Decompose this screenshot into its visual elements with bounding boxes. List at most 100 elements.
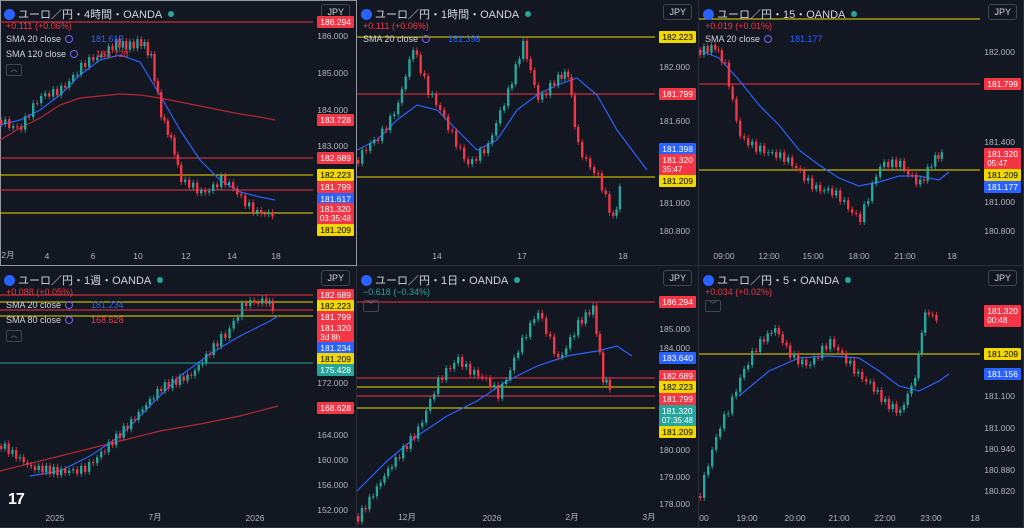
chart-title: ユーロ／円・15・OANDA [703, 6, 858, 22]
candle-body [747, 365, 750, 369]
candle-body [537, 312, 540, 320]
candle-body [926, 166, 929, 181]
candle-body [545, 93, 548, 96]
candle-body [377, 139, 380, 141]
candle-body [837, 347, 840, 351]
chart-panel-5m[interactable]: ユーロ／円・5・OANDA +0.034 (+0.02%) ﹀ JPY 181.… [699, 266, 1024, 528]
expand-legend-button[interactable]: ﹀ [363, 300, 379, 312]
candle-body [759, 339, 762, 352]
price-chart-15m[interactable] [699, 0, 1024, 266]
candle-body [891, 159, 894, 168]
expand-legend-button[interactable]: ﹀ [705, 300, 721, 312]
x-tick: 4 [44, 251, 50, 261]
candle-body [118, 433, 122, 438]
settings-icon[interactable] [65, 301, 74, 309]
sma20-legend[interactable]: SMA 20 close 181.234 [6, 300, 124, 310]
candle-body [829, 339, 832, 350]
settings-icon[interactable] [764, 35, 773, 43]
price-change: +0.088 (+0.05%) [6, 287, 74, 297]
price-axis[interactable]: 185.000 184.000 180.000 179.000 178.000 … [654, 266, 698, 527]
candle-body [743, 368, 746, 378]
candle-body [843, 200, 846, 202]
currency-button[interactable]: JPY [663, 4, 692, 20]
candle-body [357, 516, 360, 522]
candle-body [68, 81, 71, 88]
chart-panel-1h[interactable]: ユーロ／円・1時間・OANDA +0.111 (+0.06%) SMA 20 c… [357, 0, 699, 266]
candle-body [597, 173, 600, 175]
current-price-label: 181.320 00:48 [984, 305, 1021, 327]
candle-body [249, 300, 252, 306]
chart-panel-1w[interactable]: ユーロ／円・1週・OANDA +0.088 (+0.05%) SMA 20 cl… [0, 266, 357, 528]
candle-body [902, 404, 906, 410]
candle-body [853, 360, 856, 374]
candle-body [453, 363, 456, 369]
price-axis[interactable]: 182.000 181.400 181.000 180.800 181.799 … [979, 0, 1023, 265]
price-axis[interactable]: 186.000 185.000 184.000 183.000 186.294 … [312, 0, 356, 265]
currency-button[interactable]: JPY [988, 270, 1017, 286]
candle-body [36, 103, 39, 105]
currency-button[interactable]: JPY [663, 270, 692, 286]
price-chart-4h[interactable] [0, 0, 357, 266]
price-chart-1h[interactable] [357, 0, 699, 266]
price-label: 182.223 [317, 169, 354, 181]
candle-body [869, 381, 872, 383]
candle-body [111, 46, 114, 50]
candle-body [64, 85, 67, 88]
candle-body [879, 166, 882, 177]
price-axis[interactable]: 181.100 181.000 180.940 180.880 180.820 … [979, 266, 1023, 527]
sma20-legend[interactable]: SMA 20 close 181.398 [363, 34, 481, 44]
candle-body [140, 39, 143, 47]
candle-body [795, 165, 798, 169]
candle-body [883, 161, 886, 167]
candle-body [471, 159, 474, 165]
tradingview-logo-icon[interactable]: 17 [8, 491, 25, 508]
candle-body [439, 105, 442, 111]
currency-button[interactable]: JPY [988, 4, 1017, 20]
candle-body [825, 345, 828, 350]
x-tick: 2026 [245, 513, 265, 523]
candle-body [48, 465, 52, 475]
candle-body [851, 209, 854, 213]
candle-body [88, 461, 91, 472]
sma80-legend[interactable]: SMA 80 close 168.628 [6, 315, 124, 325]
sma120-legend[interactable]: SMA 120 close 183.728 [6, 49, 129, 59]
candle-body [115, 433, 118, 446]
chart-panel-15m[interactable]: ユーロ／円・15・OANDA +0.019 (+0.01%) SMA 20 cl… [699, 0, 1024, 266]
price-axis[interactable]: 172.000 164.000 160.000 156.000 152.000 … [312, 266, 356, 527]
collapse-legend-button[interactable]: ︿ [6, 64, 22, 76]
sma20-legend[interactable]: SMA 20 close 181.617 [6, 34, 124, 44]
candle-body [365, 150, 368, 152]
candle-body [68, 470, 71, 474]
y-tick: 181.100 [984, 391, 1015, 401]
candle-body [835, 190, 838, 196]
candle-body [884, 398, 887, 403]
candle-body [779, 152, 782, 158]
price-chart-5m[interactable] [699, 266, 1024, 528]
candle-body [747, 138, 750, 146]
candle-body [170, 135, 173, 138]
chart-panel-1d[interactable]: ユーロ／円・1日・OANDA −0.618 (−0.34%) ﹀ JPY 185… [357, 266, 699, 528]
candle-body [92, 57, 95, 61]
settings-icon[interactable] [65, 35, 74, 43]
collapse-legend-button[interactable]: ︿ [6, 330, 22, 342]
candle-body [427, 76, 430, 96]
sma20-legend[interactable]: SMA 20 close 181.177 [705, 34, 823, 44]
candle-body [847, 200, 850, 210]
settings-icon[interactable] [422, 35, 431, 43]
settings-icon[interactable] [65, 316, 74, 324]
candle-body [915, 174, 918, 185]
price-chart-1d[interactable] [357, 266, 699, 528]
y-tick: 185.000 [317, 68, 348, 78]
candle-body [777, 328, 781, 335]
price-label: 183.728 [317, 114, 354, 126]
price-chart-1w[interactable] [0, 266, 357, 528]
chart-panel-4h[interactable]: ユーロ／円・4時間・OANDA +0.111 (+0.06%) SMA 20 c… [0, 0, 357, 266]
candle-body [15, 450, 18, 459]
x-tick: 17 [517, 251, 527, 261]
settings-icon[interactable] [70, 50, 79, 58]
currency-button[interactable]: JPY [321, 270, 350, 286]
candle-body [821, 345, 824, 358]
candle-body [271, 212, 274, 217]
price-label: 181.799 [659, 88, 696, 100]
price-axis[interactable]: 182.000 181.600 181.000 180.800 182.223 … [654, 0, 698, 265]
